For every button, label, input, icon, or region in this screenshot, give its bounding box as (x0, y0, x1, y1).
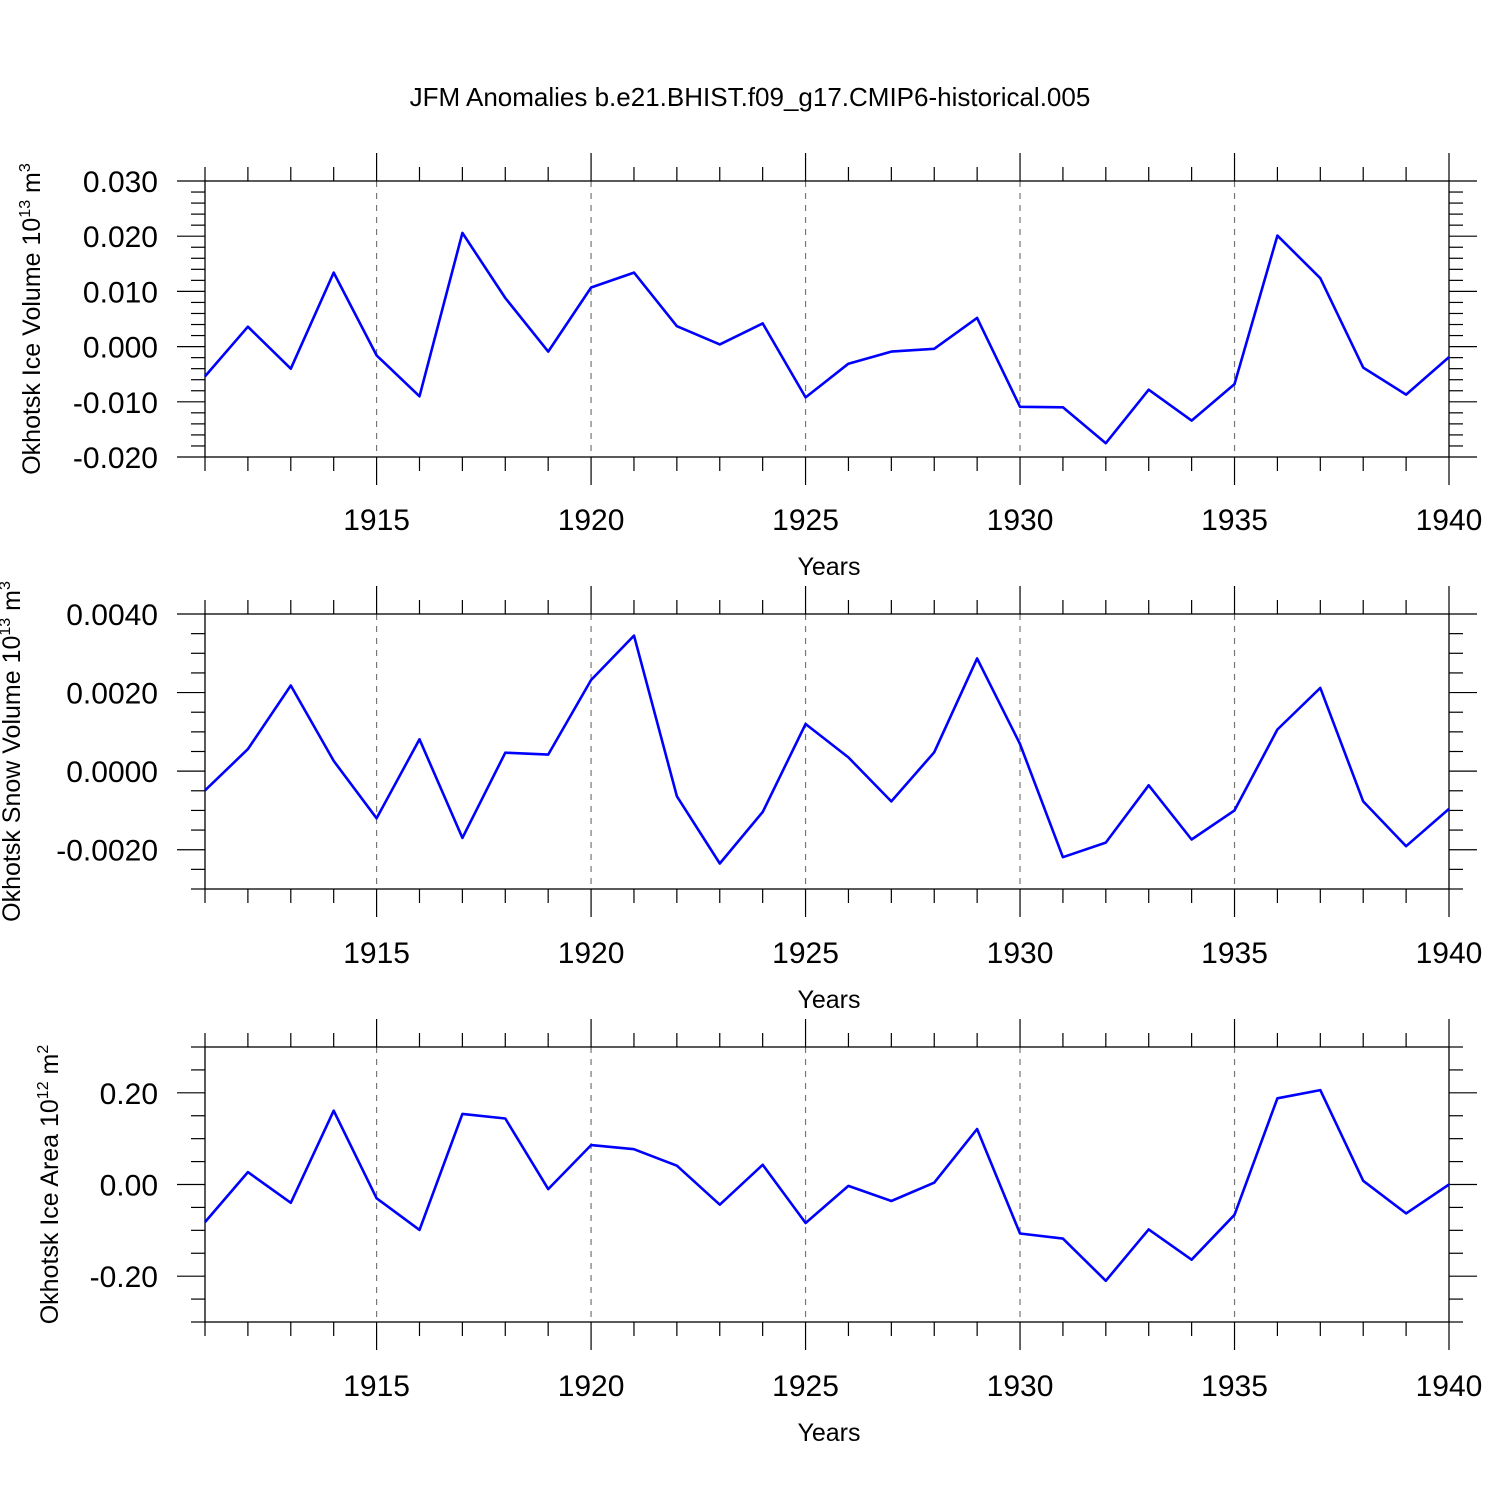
plot-frame (204, 613, 1450, 890)
y-axis-title: Okhotsk Snow Volume 1013 m3 (0, 581, 26, 922)
y-axis-title: Okhotsk Ice Volume 1013 m3 (17, 163, 46, 475)
x-tick-label: 1915 (343, 504, 410, 537)
x-tick-label: 1930 (987, 504, 1054, 537)
x-axis-title: Years (797, 553, 860, 581)
x-tick-label: 1925 (772, 1370, 839, 1403)
series-line (204, 634, 1450, 865)
chart-panel-1: 1915 1920 1925 1930 1935 1940 -0.020 -0.010 0.00… (17, 153, 1482, 581)
x-tick-label: 1935 (1201, 504, 1268, 537)
y-tick-label: 0.0000 (66, 756, 158, 789)
chart-panel-3: 1915 1920 1925 1930 1935 1940 -0.20 0.00 0.20 Yea… (35, 1019, 1482, 1447)
y-tick-label: 0.010 (83, 276, 158, 309)
y-tick-label: 0.20 (100, 1078, 158, 1111)
y-tick-label: -0.010 (73, 387, 158, 420)
series-line (204, 231, 1450, 445)
plot-frame (204, 1046, 1450, 1323)
x-tick-label: 1940 (1416, 504, 1483, 537)
y-tick-label: -0.20 (90, 1261, 158, 1294)
x-axis-title: Years (797, 1419, 860, 1447)
x-tick-label: 1915 (343, 1370, 410, 1403)
x-axis-title: Years (797, 986, 860, 1014)
plot-frame (204, 180, 1450, 458)
y-tick-label: 0.00 (100, 1170, 158, 1203)
y-tick-label: 0.0020 (66, 678, 158, 711)
x-tick-label: 1920 (558, 937, 625, 970)
x-tick-label: 1940 (1416, 1370, 1483, 1403)
y-axis-title: Okhotsk Ice Area 1012 m2 (35, 1045, 64, 1325)
chart-panel-2: 1915 1920 1925 1930 1935 1940 -0.0020 0.0000 0.0… (0, 581, 1482, 1014)
x-tick-label: 1935 (1201, 937, 1268, 970)
y-tick-label: -0.0020 (56, 835, 158, 868)
y-tick-label: 0.0040 (66, 599, 158, 632)
x-tick-label: 1925 (772, 504, 839, 537)
x-tick-label: 1930 (987, 1370, 1054, 1403)
series-line (204, 1088, 1450, 1283)
x-tick-label: 1940 (1416, 937, 1483, 970)
x-tick-label: 1915 (343, 937, 410, 970)
figure-title: JFM Anomalies b.e21.BHIST.f09_g17.CMIP6-… (410, 82, 1091, 112)
y-tick-label: 0.030 (83, 166, 158, 199)
y-tick-label: -0.020 (73, 442, 158, 475)
x-tick-label: 1935 (1201, 1370, 1268, 1403)
x-tick-label: 1925 (772, 937, 839, 970)
y-tick-label: 0.020 (83, 221, 158, 254)
x-tick-label: 1920 (558, 504, 625, 537)
y-tick-label: 0.000 (83, 332, 158, 365)
x-tick-label: 1930 (987, 937, 1054, 970)
x-tick-label: 1920 (558, 1370, 625, 1403)
